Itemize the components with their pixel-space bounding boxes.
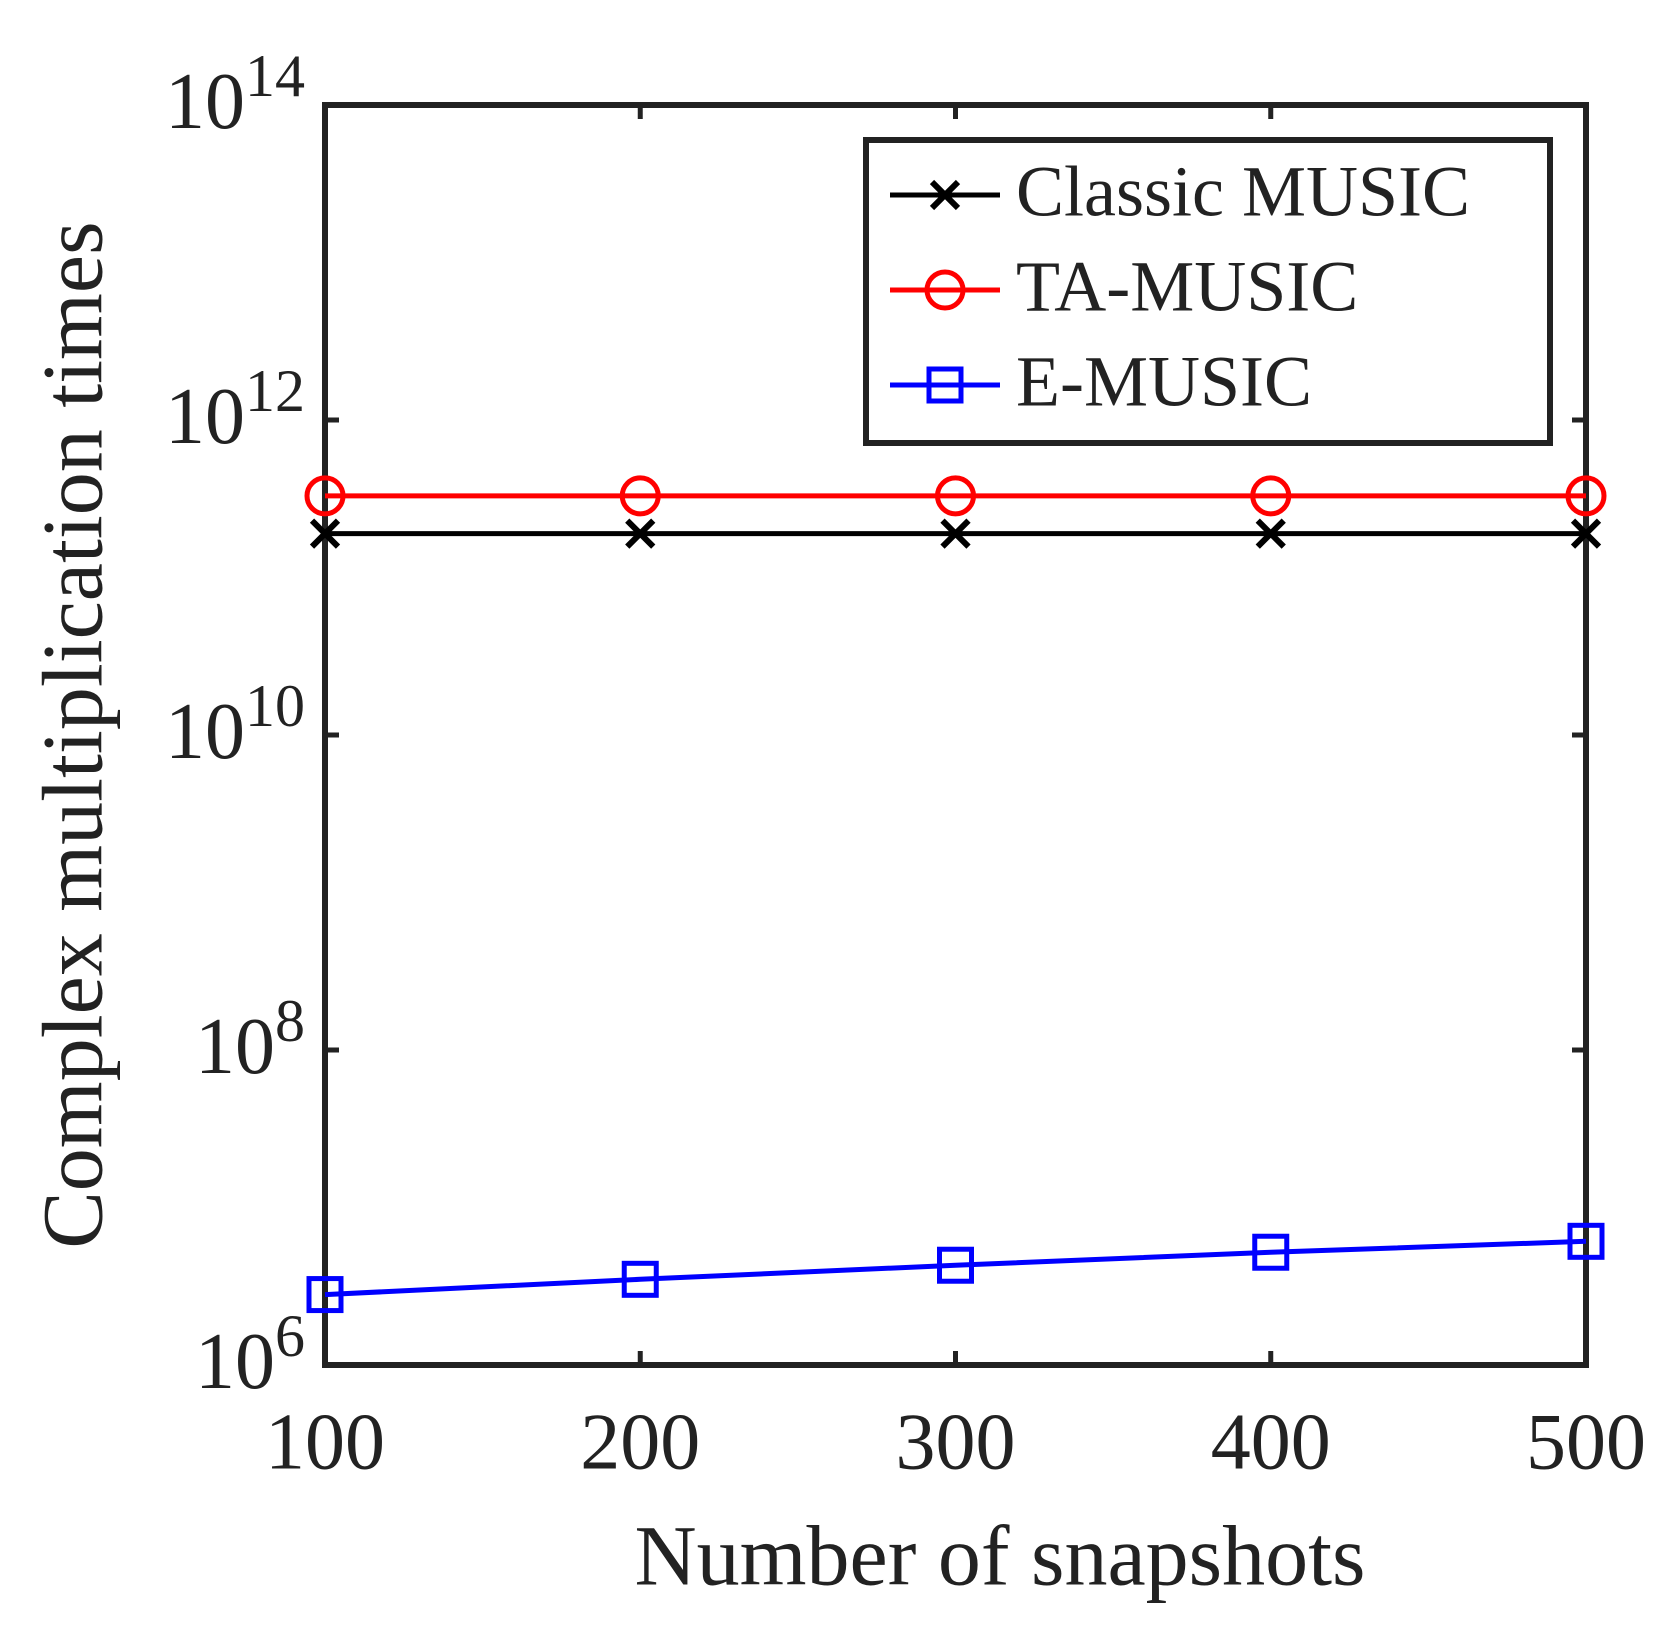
data-point: [935, 475, 976, 517]
y-tick-label: 1010: [165, 673, 305, 777]
legend-marker: [929, 179, 961, 211]
x-axis-label: Number of snapshots: [635, 1508, 1366, 1604]
legend-label: E-MUSIC: [1016, 342, 1312, 422]
data-point: [619, 475, 661, 517]
x-tick-label: 200: [580, 1398, 700, 1486]
legend-marker: [924, 269, 966, 311]
data-point: [1252, 1233, 1290, 1271]
data-point: [937, 1246, 974, 1284]
y-tick-label: 1012: [165, 358, 305, 462]
data-point: [306, 1276, 344, 1314]
data-point: [625, 518, 656, 549]
data-point: [1565, 475, 1607, 517]
x-tick-label: 300: [896, 1398, 1016, 1486]
plot-frame: [322, 102, 1589, 1368]
legend-label: Classic MUSIC: [1016, 152, 1470, 232]
y-axis-label: Complex multiplication times: [25, 221, 121, 1248]
data-point: [309, 518, 341, 549]
data-point: [1570, 518, 1602, 549]
data-point: [1567, 1222, 1605, 1260]
data-point: [940, 518, 971, 549]
y-tick-label: 1014: [165, 43, 305, 147]
data-point: [1255, 518, 1286, 549]
legend-marker: [926, 366, 964, 404]
x-tick-label: 500: [1526, 1398, 1646, 1486]
x-tick-label: 400: [1211, 1398, 1331, 1486]
x-tick-label: 100: [265, 1398, 385, 1486]
data-point: [621, 1260, 659, 1298]
y-tick-label: 108: [195, 988, 305, 1092]
y-tick-label: 106: [195, 1303, 305, 1407]
legend-label: TA-MUSIC: [1016, 247, 1358, 327]
series-line: [324, 1238, 1587, 1298]
data-point: [304, 475, 346, 517]
data-point: [1250, 475, 1292, 517]
